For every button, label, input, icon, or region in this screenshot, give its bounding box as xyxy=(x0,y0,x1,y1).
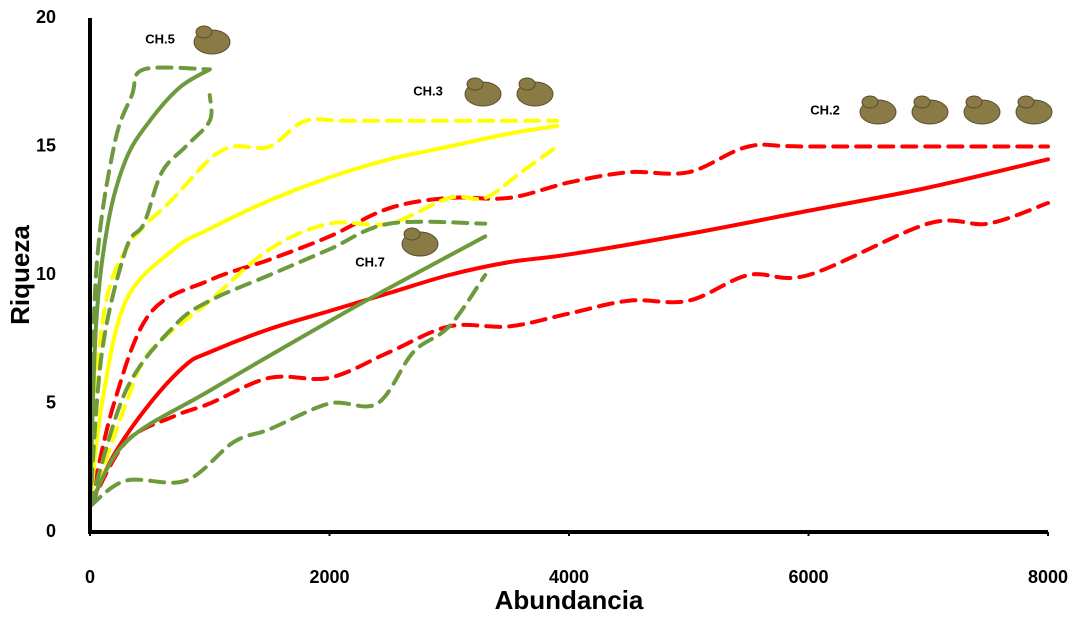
line-series xyxy=(90,236,485,506)
annotation: CH.3 xyxy=(413,83,443,98)
line-series xyxy=(90,203,1048,506)
frog-icon xyxy=(194,26,230,54)
line-series xyxy=(90,222,485,507)
frog-icon xyxy=(964,96,1000,124)
y-tick-label: 15 xyxy=(36,135,56,155)
y-axis-title: Riqueza xyxy=(5,225,35,325)
frog-icon xyxy=(517,78,553,106)
frog-icon xyxy=(1016,96,1052,124)
line-series xyxy=(90,145,1048,507)
annotation: CH.7 xyxy=(355,254,385,269)
line-series xyxy=(90,126,557,506)
x-tick-label: 2000 xyxy=(309,567,349,587)
x-axis-title: Abundancia xyxy=(495,585,644,615)
x-tick-label: 6000 xyxy=(788,567,828,587)
annotation: CH.5 xyxy=(145,31,175,46)
frog-icon xyxy=(465,78,501,106)
x-tick-label: 0 xyxy=(85,567,95,587)
y-tick-label: 20 xyxy=(36,7,56,27)
frog-icon xyxy=(860,96,896,124)
frog-icon xyxy=(402,228,438,256)
y-tick-label: 10 xyxy=(36,264,56,284)
y-tick-label: 0 xyxy=(46,521,56,541)
x-tick-label: 8000 xyxy=(1028,567,1068,587)
frog-icon xyxy=(912,96,948,124)
y-tick-label: 5 xyxy=(46,392,56,412)
line-series xyxy=(90,159,1048,506)
x-tick-label: 4000 xyxy=(549,567,589,587)
annotation: CH.2 xyxy=(810,102,840,117)
chart: Abundancia Riqueza 0 5 10 15 20 0 2000 4000 6000… xyxy=(0,0,1083,618)
line-series xyxy=(90,275,485,506)
